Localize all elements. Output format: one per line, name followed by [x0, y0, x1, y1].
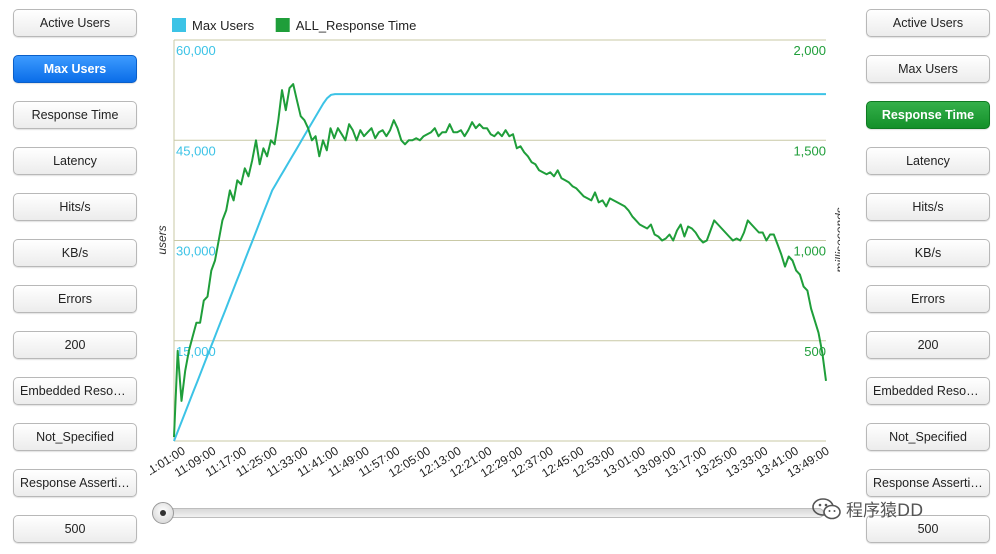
left-tick-label: 30,000: [176, 244, 216, 259]
left-kb-s-button[interactable]: KB/s: [13, 239, 137, 267]
right-button-label: 500: [917, 522, 939, 536]
right-response-time-button[interactable]: Response Time: [866, 101, 990, 129]
right-tick-label: 2,000: [793, 43, 826, 58]
right-hits-s-button[interactable]: Hits/s: [866, 193, 990, 221]
right-button-label: Latency: [906, 154, 950, 168]
left-hits-s-button[interactable]: Hits/s: [13, 193, 137, 221]
right-button-label: Errors: [910, 292, 946, 306]
chart-lines: [173, 83, 827, 442]
left-500-button[interactable]: 500: [13, 515, 137, 543]
left-errors-button[interactable]: Errors: [13, 285, 137, 313]
legend-label: Max Users: [192, 18, 255, 33]
left-button-label: 500: [64, 522, 86, 536]
left-axis-ticks: 60,000 45,000 30,000 15,000: [176, 43, 216, 359]
left-button-label: Active Users: [39, 16, 111, 30]
right-errors-button[interactable]: Errors: [866, 285, 990, 313]
right-button-label: 200: [917, 338, 939, 352]
right-button-label: KB/s: [914, 246, 942, 260]
right-embedded-resour-button[interactable]: Embedded Resour...: [866, 377, 990, 405]
legend-swatch: [172, 18, 186, 32]
left-button-label: 200: [64, 338, 86, 352]
left-max-users-button[interactable]: Max Users: [13, 55, 137, 83]
chart-legend: Max Users ALL_Response Time: [172, 18, 416, 33]
right-not-specified-button[interactable]: Not_Specified: [866, 423, 990, 451]
right-axis-label: milliseconds: [833, 207, 840, 272]
time-range-slider-handle[interactable]: [152, 502, 174, 524]
right-button-label: Active Users: [892, 16, 964, 30]
right-max-users-button[interactable]: Max Users: [866, 55, 990, 83]
left-not-specified-button[interactable]: Not_Specified: [13, 423, 137, 451]
max-users-series-line: [173, 93, 826, 442]
left-button-label: Errors: [57, 292, 93, 306]
metrics-line-chart: 60,000 45,000 30,000 15,000 2,000 1,500 1,000…: [150, 18, 840, 481]
chart-grid: [173, 39, 826, 442]
legend-label: ALL_Response Time: [296, 18, 417, 33]
all-response-time-series-line: [173, 83, 827, 438]
right-tick-label: 1,000: [793, 244, 826, 259]
left-active-users-button[interactable]: Active Users: [13, 9, 137, 37]
right-button-label: Not_Specified: [889, 430, 967, 444]
x-axis-ticks: 11:01:0011:09:0011:17:0011:25:0011:33:00…: [150, 444, 832, 481]
right-button-label: Embedded Resour...: [873, 384, 983, 398]
left-latency-button[interactable]: Latency: [13, 147, 137, 175]
legend-swatch: [275, 18, 290, 32]
right-latency-button[interactable]: Latency: [866, 147, 990, 175]
left-button-label: Embedded Resour...: [20, 384, 130, 398]
right-response-assertion-button[interactable]: Response Assertion: [866, 469, 990, 497]
right-active-users-button[interactable]: Active Users: [866, 9, 990, 37]
left-button-label: Not_Specified: [36, 430, 114, 444]
watermark: 程序猿DD: [812, 496, 923, 521]
left-button-label: Hits/s: [59, 200, 91, 214]
left-axis-label: users: [155, 225, 169, 254]
left-tick-label: 45,000: [176, 143, 216, 158]
left-button-label: Max Users: [43, 62, 107, 76]
time-range-slider[interactable]: [152, 508, 824, 518]
wechat-icon: [812, 497, 841, 519]
right-tick-label: 1,500: [793, 143, 826, 158]
left-tick-label: 60,000: [176, 43, 216, 58]
right-button-label: Response Assertion: [873, 476, 983, 490]
left-button-label: Response Assertion: [20, 476, 130, 490]
left-response-assertion-button[interactable]: Response Assertion: [13, 469, 137, 497]
right-button-label: Max Users: [898, 62, 958, 76]
right-500-button[interactable]: 500: [866, 515, 990, 543]
right-button-label: Response Time: [881, 108, 975, 122]
left-button-label: Response Time: [31, 108, 119, 122]
right-kb-s-button[interactable]: KB/s: [866, 239, 990, 267]
left-embedded-resour-button[interactable]: Embedded Resour...: [13, 377, 137, 405]
right-button-label: Hits/s: [912, 200, 944, 214]
left-button-label: Latency: [53, 154, 97, 168]
left-response-time-button[interactable]: Response Time: [13, 101, 137, 129]
right-200-button[interactable]: 200: [866, 331, 990, 359]
left-200-button[interactable]: 200: [13, 331, 137, 359]
watermark-text: 程序猿DD: [846, 501, 924, 521]
left-tick-label: 15,000: [176, 344, 216, 359]
left-button-label: KB/s: [61, 246, 89, 260]
